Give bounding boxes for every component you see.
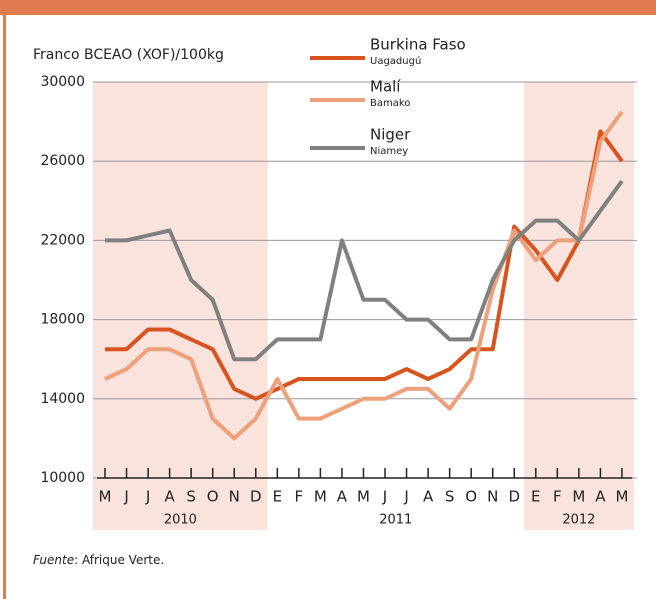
x-tick-label: S [186,488,196,506]
source: Fuente: Afrique Verte. [33,553,164,567]
x-tick-label: F [295,488,304,506]
source-label: Fuente [33,553,74,567]
x-tick-label: D [508,488,520,506]
x-tick-label: J [145,488,150,506]
x-tick-label: J [382,488,387,506]
legend-name: Burkina Faso [370,36,466,54]
x-tick-label: M [314,488,327,506]
x-tick-label: D [250,488,262,506]
x-tick-label: M [572,488,585,506]
legend-name: Niger [370,126,411,144]
y-tick-label: 10000 [40,470,85,486]
legend-city: Niamey [370,146,408,157]
x-tick-label: M [99,488,112,506]
y-tick-label: 14000 [40,391,85,407]
series-line [104,110,624,441]
x-tick-label: A [595,488,606,506]
x-tick-label: M [615,488,628,506]
legend-city: Uagadugú [370,55,421,67]
x-tick-label: A [337,488,348,506]
legend-city: Bamako [370,98,410,109]
x-tick-label: M [357,488,370,506]
y-axis-label: Franco BCEAO (XOF)/100kg [33,47,224,63]
x-tick-label: J [123,488,128,506]
x-tick-label: A [423,488,434,506]
y-tick-label: 26000 [40,153,85,169]
x-tick-label: O [465,488,477,506]
year-shade [523,82,634,530]
left-border [3,15,6,599]
x-tick-label: O [207,488,219,506]
series-line [105,129,624,401]
x-tick-label: S [445,488,455,506]
x-tick-label: N [487,488,498,506]
y-tick-label: 22000 [40,232,85,248]
x-tick-label: E [531,488,540,506]
y-tick-label: 18000 [40,312,85,328]
top-band [0,0,656,15]
year-label: 2011 [379,513,412,528]
year-label: 2010 [164,513,197,528]
year-shade [93,82,268,530]
y-tick-label: 30000 [40,74,85,90]
series-line [105,179,624,362]
x-tick-label: N [229,488,240,506]
x-tick-label: F [553,488,562,506]
legend-name: Malí [370,78,401,96]
x-tick-label: E [273,488,282,506]
x-tick-label: J [403,488,408,506]
source-text: : Afrique Verte. [74,553,164,567]
year-label: 2012 [562,513,595,528]
x-tick-label: A [164,488,175,506]
